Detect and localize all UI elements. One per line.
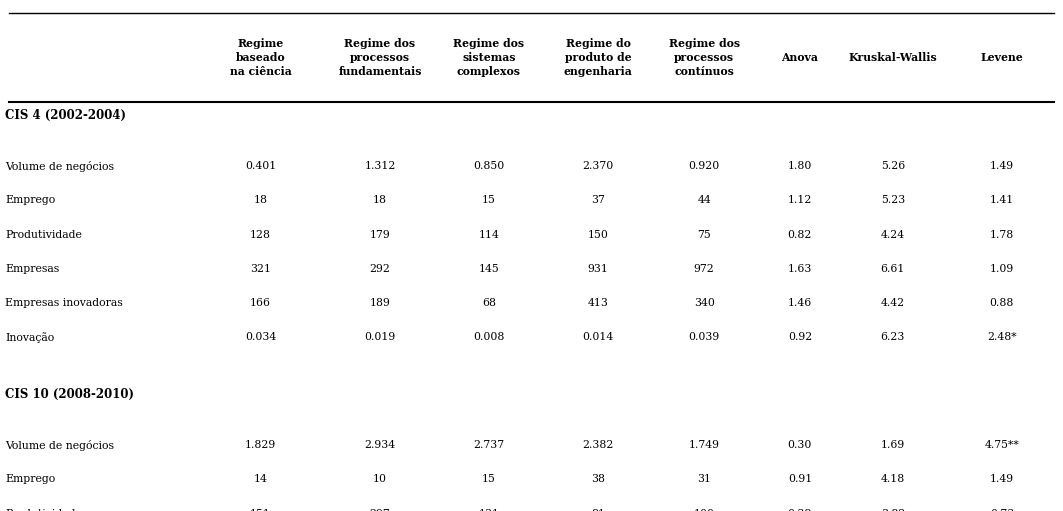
Text: 0.91: 0.91 [788,474,812,484]
Text: 179: 179 [370,229,390,240]
Text: Emprego: Emprego [5,474,55,484]
Text: 2.737: 2.737 [473,440,505,450]
Text: CIS 10 (2008-2010): CIS 10 (2008-2010) [5,388,134,401]
Text: 4.42: 4.42 [881,298,905,308]
Text: 18: 18 [373,195,387,205]
Text: 1.829: 1.829 [244,440,276,450]
Text: Anova: Anova [781,52,819,63]
Text: Kruskal-Wallis: Kruskal-Wallis [848,52,938,63]
Text: Regime
baseado
na ciência: Regime baseado na ciência [230,38,291,77]
Text: 100: 100 [694,508,714,511]
Text: 1.49: 1.49 [990,474,1014,484]
Text: Empresas inovadoras: Empresas inovadoras [5,298,123,308]
Text: 1.41: 1.41 [990,195,1014,205]
Text: 4.24: 4.24 [881,229,905,240]
Text: 1.312: 1.312 [365,161,395,171]
Text: 166: 166 [250,298,271,308]
Text: 2.48*: 2.48* [988,332,1016,342]
Text: 1.63: 1.63 [788,264,812,274]
Text: 1.749: 1.749 [689,440,720,450]
Text: 321: 321 [250,264,271,274]
Text: 18: 18 [253,195,268,205]
Text: 4.75**: 4.75** [984,440,1019,450]
Text: 1.46: 1.46 [788,298,812,308]
Text: 75: 75 [697,229,711,240]
Text: 68: 68 [482,298,496,308]
Text: 31: 31 [697,474,711,484]
Text: 150: 150 [588,229,608,240]
Text: 131: 131 [478,508,500,511]
Text: Produtividade: Produtividade [5,508,82,511]
Text: 0.014: 0.014 [583,332,613,342]
Text: 1.09: 1.09 [990,264,1014,274]
Text: 0.019: 0.019 [365,332,395,342]
Text: 5.26: 5.26 [881,161,905,171]
Text: 145: 145 [478,264,500,274]
Text: Emprego: Emprego [5,195,55,205]
Text: 44: 44 [697,195,711,205]
Text: 2.370: 2.370 [583,161,613,171]
Text: 6.23: 6.23 [881,332,905,342]
Text: Regime dos
sistemas
complexos: Regime dos sistemas complexos [454,38,524,77]
Text: CIS 4 (2002-2004): CIS 4 (2002-2004) [5,109,126,122]
Text: 4.18: 4.18 [881,474,905,484]
Text: Inovação: Inovação [5,332,54,343]
Text: 151: 151 [250,508,271,511]
Text: 114: 114 [478,229,500,240]
Text: 15: 15 [482,195,496,205]
Text: 2.934: 2.934 [365,440,395,450]
Text: 189: 189 [370,298,390,308]
Text: 297: 297 [370,508,390,511]
Text: 10: 10 [373,474,387,484]
Text: 292: 292 [370,264,390,274]
Text: 5.23: 5.23 [881,195,905,205]
Text: Regime dos
processos
fundamentais: Regime dos processos fundamentais [338,38,422,77]
Text: Regime dos
processos
contínuos: Regime dos processos contínuos [669,38,740,77]
Text: 0.920: 0.920 [689,161,720,171]
Text: 0.82: 0.82 [788,229,812,240]
Text: Volume de negócios: Volume de negócios [5,439,115,451]
Text: 413: 413 [588,298,608,308]
Text: 15: 15 [482,474,496,484]
Text: 1.69: 1.69 [881,440,905,450]
Text: 3.82: 3.82 [881,508,905,511]
Text: 1.78: 1.78 [990,229,1014,240]
Text: Levene: Levene [980,52,1024,63]
Text: Empresas: Empresas [5,264,60,274]
Text: 2.382: 2.382 [583,440,613,450]
Text: 0.034: 0.034 [244,332,276,342]
Text: 0.88: 0.88 [990,298,1014,308]
Text: Produtividade: Produtividade [5,229,82,240]
Text: 81: 81 [591,508,605,511]
Text: 1.49: 1.49 [990,161,1014,171]
Text: 0.92: 0.92 [788,332,812,342]
Text: 340: 340 [694,298,714,308]
Text: 0.73: 0.73 [990,508,1014,511]
Text: 128: 128 [250,229,271,240]
Text: 1.80: 1.80 [788,161,812,171]
Text: 0.30: 0.30 [788,440,812,450]
Text: 0.850: 0.850 [473,161,505,171]
Text: 0.401: 0.401 [244,161,276,171]
Text: Volume de negócios: Volume de negócios [5,160,115,172]
Text: 931: 931 [588,264,608,274]
Text: Regime do
produto de
engenharia: Regime do produto de engenharia [563,38,632,77]
Text: 38: 38 [591,474,605,484]
Text: 0.38: 0.38 [788,508,812,511]
Text: 972: 972 [694,264,714,274]
Text: 0.039: 0.039 [689,332,720,342]
Text: 0.008: 0.008 [473,332,505,342]
Text: 6.61: 6.61 [881,264,905,274]
Text: 1.12: 1.12 [788,195,812,205]
Text: 14: 14 [253,474,268,484]
Text: 37: 37 [591,195,605,205]
